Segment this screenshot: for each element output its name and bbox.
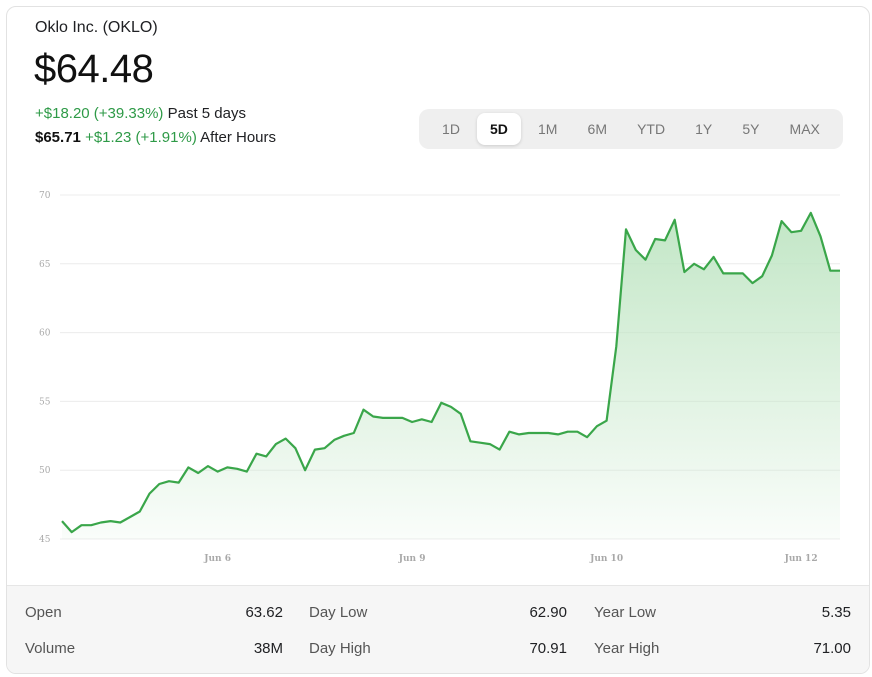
y-tick-label: 60	[39, 329, 51, 339]
stat-label: Day High	[309, 640, 371, 657]
range-max-button[interactable]: MAX	[789, 121, 820, 137]
after-hours-price: $65.71	[35, 129, 81, 146]
stat-label: Open	[25, 604, 62, 621]
stat-day-low: Day Low 62.90	[309, 604, 567, 624]
y-tick-label: 45	[39, 535, 51, 545]
range-5y-button[interactable]: 5Y	[742, 121, 760, 137]
price-line	[61, 211, 840, 534]
x-tick-label: Jun 9	[398, 554, 426, 564]
after-hours-label: After Hours	[200, 129, 277, 146]
stat-volume: Volume 38M	[25, 640, 283, 660]
stat-label: Day Low	[309, 604, 368, 621]
stat-day-high: Day High 70.91	[309, 640, 567, 660]
stat-value: 70.91	[529, 640, 567, 657]
stock-title: Oklo Inc. (OKLO)	[35, 19, 158, 36]
y-tick-label: 70	[39, 191, 51, 201]
stat-label: Year High	[594, 640, 660, 657]
stat-value: 63.62	[245, 604, 283, 621]
x-tick-label: Jun 6	[203, 554, 231, 564]
y-tick-label: 65	[39, 260, 51, 270]
stat-value: 71.00	[813, 640, 851, 657]
stat-value: 62.90	[529, 604, 567, 621]
price-area	[62, 212, 840, 539]
stock-card: Oklo Inc. (OKLO) $64.48 +$18.20 (+39.33%…	[6, 6, 870, 674]
after-hours-change: +$1.23 (+1.91%)	[85, 129, 197, 146]
range-1y-button[interactable]: 1Y	[695, 121, 713, 137]
stat-value: 38M	[253, 640, 283, 657]
x-tick-label: Jun 12	[784, 554, 818, 564]
stats-panel: Open 63.62 Day Low 62.90 Year Low 5.35 Volume 3…	[7, 585, 869, 673]
stat-value: 5.35	[821, 604, 851, 621]
x-tick-label: Jun 10	[589, 554, 623, 564]
after-hours: $65.71 +$1.23 (+1.91%) After Hours	[35, 129, 276, 146]
range-1m-button[interactable]: 1M	[538, 121, 558, 137]
stat-open: Open 63.62	[25, 604, 283, 624]
stat-label: Year Low	[594, 604, 656, 621]
range-5d-button[interactable]: 5D	[477, 113, 521, 145]
price-change: +$18.20 (+39.33%) Past 5 days	[35, 105, 246, 122]
range-selector: 1D 5D 1M 6M YTD 1Y 5Y MAX	[419, 109, 843, 149]
range-1d-button[interactable]: 1D	[442, 121, 460, 137]
y-tick-label: 50	[39, 466, 51, 476]
change-period: Past 5 days	[167, 105, 246, 122]
range-6m-button[interactable]: 6M	[587, 121, 607, 137]
stat-label: Volume	[25, 640, 76, 657]
range-ytd-button[interactable]: YTD	[637, 121, 666, 137]
change-value: +$18.20 (+39.33%)	[35, 105, 164, 122]
stat-year-high: Year High 71.00	[594, 640, 851, 660]
current-price: $64.48	[34, 47, 154, 91]
stat-year-low: Year Low 5.35	[594, 604, 851, 624]
y-tick-label: 55	[39, 397, 51, 407]
